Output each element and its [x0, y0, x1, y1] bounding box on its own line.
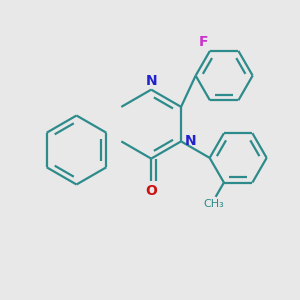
Text: CH₃: CH₃	[204, 199, 224, 209]
Text: N: N	[185, 134, 196, 148]
Text: F: F	[199, 34, 208, 49]
Text: N: N	[146, 74, 157, 88]
Text: O: O	[145, 184, 157, 197]
